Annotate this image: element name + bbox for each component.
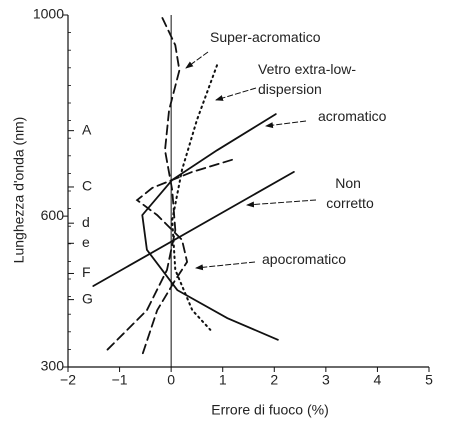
x-tick-label: 5 xyxy=(425,372,433,388)
x-tick-label: −1 xyxy=(112,372,128,388)
fraunhofer-label: C xyxy=(82,178,92,194)
label-arrow xyxy=(265,120,307,129)
x-tick-label: 1 xyxy=(219,372,227,388)
x-tick-label: 0 xyxy=(167,372,175,388)
label-arrow xyxy=(246,199,317,208)
x-axis-title: Errore di fuoco (%) xyxy=(211,402,328,418)
fraunhofer-label: d xyxy=(82,214,90,230)
series-line xyxy=(135,158,233,356)
y-tick-label: 1000 xyxy=(33,6,64,22)
x-tick-label: 2 xyxy=(270,372,278,388)
y-tick-label: 300 xyxy=(41,358,65,374)
series-label: Vetro extra-low-dispersion xyxy=(258,61,356,97)
series-label: Non corretto xyxy=(326,175,374,211)
x-tick-label: 4 xyxy=(374,372,382,388)
y-axis-title: Lunghezza d'onda (nm) xyxy=(11,117,27,264)
fraunhofer-label: e xyxy=(82,234,90,250)
series-line xyxy=(106,17,181,351)
series-line xyxy=(171,64,218,331)
series-label: Super-acromatico xyxy=(210,29,321,45)
series-label: acromatico xyxy=(318,108,387,124)
label-arrow xyxy=(215,87,257,101)
label-arrow xyxy=(195,261,256,271)
label-arrow xyxy=(185,51,209,69)
y-tick-label: 600 xyxy=(41,207,65,223)
series-line xyxy=(141,113,279,341)
x-tick-label: 3 xyxy=(322,372,330,388)
x-tick-label: −2 xyxy=(60,372,76,388)
fraunhofer-label: F xyxy=(82,264,91,280)
series-label: apocromatico xyxy=(262,251,346,267)
series-line xyxy=(92,171,295,287)
fraunhofer-label: G xyxy=(82,290,93,306)
fraunhofer-label: A xyxy=(82,121,92,137)
